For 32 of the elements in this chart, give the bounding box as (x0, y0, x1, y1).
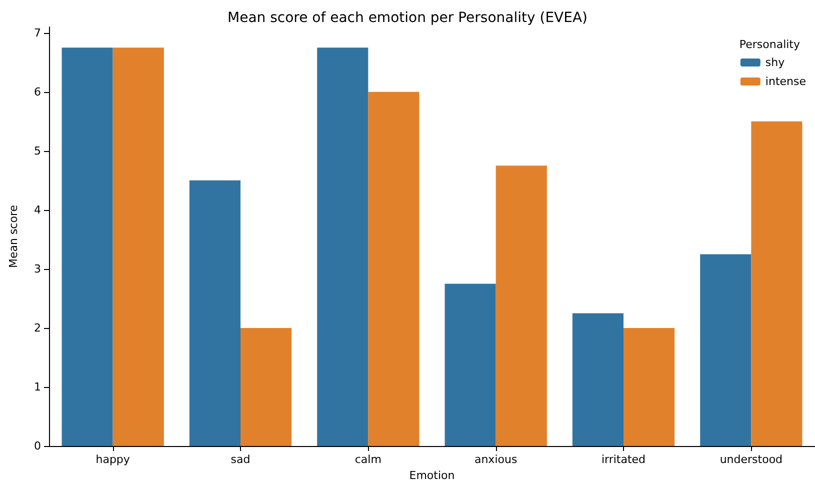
bar (751, 121, 802, 446)
y-tick-label: 3 (34, 262, 41, 276)
x-tick-label: understood (720, 453, 783, 466)
x-tick-label: anxious (474, 453, 518, 466)
bar (700, 254, 752, 446)
x-tick-label: sad (230, 453, 250, 466)
y-tick-label: 6 (34, 85, 41, 98)
bar (368, 92, 420, 446)
legend-label: shy (765, 56, 786, 69)
bar (240, 328, 292, 446)
bar (317, 48, 368, 446)
y-tick-label: 0 (34, 440, 41, 452)
x-axis-title: Emotion (409, 469, 455, 482)
bar (496, 166, 547, 446)
bar (62, 48, 113, 446)
x-tick-label: happy (96, 453, 130, 466)
legend-title: Personality (739, 38, 800, 51)
y-tick-label: 5 (34, 144, 41, 158)
y-tick-label: 2 (34, 321, 41, 334)
bar (444, 284, 496, 446)
y-tick-label: 4 (34, 203, 41, 216)
x-tick-label: irritated (601, 453, 646, 466)
y-axis-title: Mean score (7, 204, 20, 268)
y-tick-label: 1 (34, 380, 41, 394)
x-tick-label: calm (354, 453, 382, 466)
chart-title: Mean score of each emotion per Personality (EVEA) (227, 10, 588, 26)
legend-label: intense (765, 75, 806, 88)
bar (624, 328, 675, 446)
bar (189, 180, 240, 446)
bar (572, 313, 624, 446)
y-tick-label: 7 (34, 26, 41, 40)
bar (112, 48, 164, 446)
